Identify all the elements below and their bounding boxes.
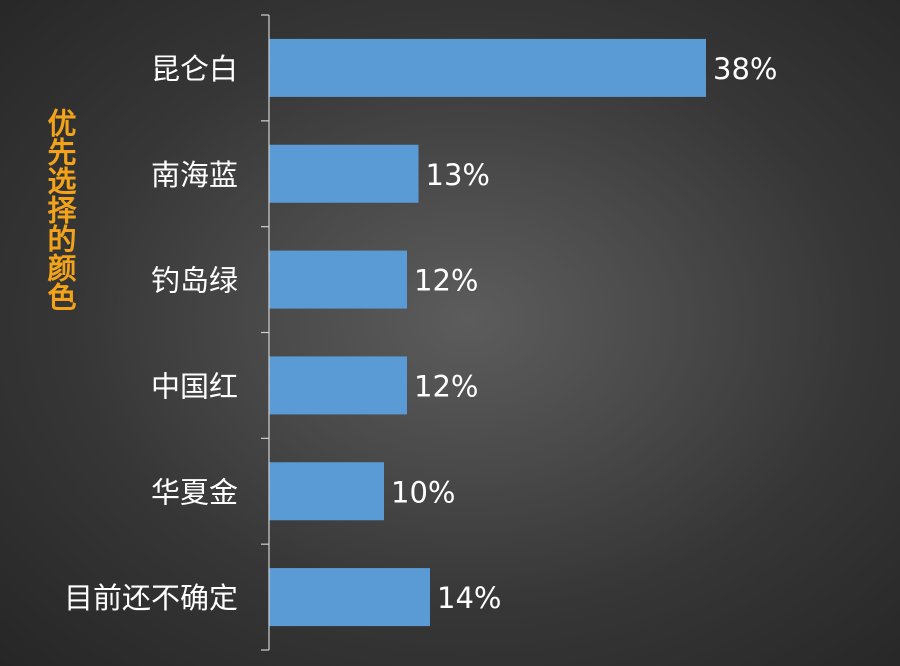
category-label: 钓岛绿 bbox=[151, 264, 238, 298]
bar bbox=[269, 250, 407, 309]
category-label: 目前还不确定 bbox=[64, 581, 238, 615]
value-label: 13% bbox=[426, 158, 490, 192]
category-label: 昆仑白 bbox=[151, 52, 238, 86]
bar bbox=[269, 38, 706, 97]
value-label: 12% bbox=[414, 369, 478, 403]
value-label: 10% bbox=[391, 475, 455, 509]
category-label: 中国红 bbox=[151, 369, 238, 403]
bars-group bbox=[269, 38, 706, 627]
bar bbox=[269, 144, 419, 203]
category-label: 南海蓝 bbox=[151, 158, 238, 192]
bar bbox=[269, 568, 430, 627]
bar bbox=[269, 462, 384, 521]
bar bbox=[269, 356, 407, 415]
category-label: 华夏金 bbox=[151, 475, 238, 509]
category-axis bbox=[261, 14, 270, 651]
y-axis-label: 优先选择的颜色 bbox=[43, 108, 77, 311]
value-label: 14% bbox=[437, 581, 501, 615]
value-label: 12% bbox=[414, 264, 478, 298]
value-label: 38% bbox=[713, 52, 777, 86]
value-labels-group: 38% 13% 12% 12% 10% 14% bbox=[391, 52, 777, 615]
